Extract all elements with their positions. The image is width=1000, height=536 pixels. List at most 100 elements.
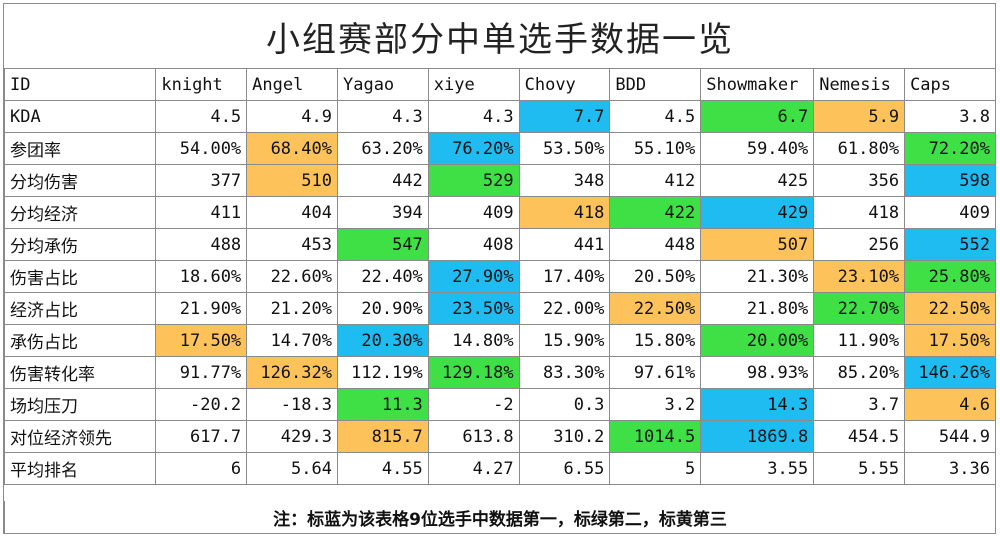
stat-cell: 408: [427, 228, 520, 261]
stat-cell: 613.8: [427, 420, 520, 453]
stat-cell: 4.55: [336, 452, 429, 485]
stat-cell: 23.10%: [813, 260, 906, 293]
stat-cell: 422: [609, 196, 702, 229]
table-row: 场均压刀 -20.2 -18.3 11.3 -2 0.3 3.2 14.3 3.7 4.6: [3, 388, 996, 421]
stat-cell: 83.30%: [518, 356, 611, 389]
stat-cell: 146.26%: [904, 356, 996, 389]
stat-cell: 425: [700, 164, 815, 197]
table-row: 分均承伤 488 453 547 408 441 448 507 256 552: [3, 228, 996, 261]
stat-cell: 22.60%: [246, 260, 338, 293]
header-player-cell: Caps: [904, 68, 996, 101]
stat-cell: 1869.8: [700, 420, 815, 453]
stat-cell: 412: [609, 164, 702, 197]
stat-cell: 54.00%: [155, 132, 248, 165]
stat-cell: 15.80%: [609, 324, 702, 357]
stat-cell: 3.55: [700, 452, 815, 485]
stat-cell: 15.90%: [518, 324, 611, 357]
stat-cell: 454.5: [813, 420, 906, 453]
stat-cell: 14.80%: [427, 324, 520, 357]
stat-cell: 4.5: [155, 100, 248, 133]
stat-cell: 98.93%: [700, 356, 815, 389]
stat-cell: 429.3: [246, 420, 338, 453]
stat-cell: -18.3: [246, 388, 338, 421]
stat-cell: 0.3: [518, 388, 611, 421]
sheet-title: 小组赛部分中单选手数据一览: [266, 19, 734, 60]
stat-cell: 20.90%: [336, 292, 429, 325]
stat-cell: 97.61%: [609, 356, 702, 389]
stat-cell: 21.80%: [700, 292, 815, 325]
stat-cell: 5.55: [813, 452, 906, 485]
stat-cell: 14.70%: [246, 324, 338, 357]
stat-cell: 6.55: [518, 452, 611, 485]
stat-cell: 453: [246, 228, 338, 261]
row-label: 分均伤害: [3, 164, 157, 197]
header-player-cell: Chovy: [518, 68, 611, 101]
stat-cell: -2: [427, 388, 520, 421]
stat-cell: 507: [700, 228, 815, 261]
row-label: 对位经济领先: [3, 420, 157, 453]
table-row: 分均伤害 377 510 442 529 348 412 425 356 598: [3, 164, 996, 197]
stat-cell: 448: [609, 228, 702, 261]
stat-cell: 418: [813, 196, 906, 229]
stat-cell: 27.90%: [427, 260, 520, 293]
stat-cell: 20.30%: [336, 324, 429, 357]
row-label: 场均压刀: [3, 388, 157, 421]
stat-cell: 112.19%: [336, 356, 429, 389]
stat-cell: 76.20%: [427, 132, 520, 165]
stat-cell: 3.36: [904, 452, 996, 485]
stat-cell: 394: [336, 196, 429, 229]
stat-cell: 63.20%: [336, 132, 429, 165]
row-label: 分均承伤: [3, 228, 157, 261]
stat-cell: 6: [155, 452, 248, 485]
stat-cell: 5.64: [246, 452, 338, 485]
stat-cell: 348: [518, 164, 611, 197]
row-label: 参团率: [3, 132, 157, 165]
stat-cell: 4.9: [246, 100, 338, 133]
stat-cell: 510: [246, 164, 338, 197]
stat-cell: 17.50%: [155, 324, 248, 357]
stat-cell: 4.5: [609, 100, 702, 133]
stat-cell: 409: [427, 196, 520, 229]
stat-cell: 25.80%: [904, 260, 996, 293]
row-label: 承伤占比: [3, 324, 157, 357]
stat-cell: 20.50%: [609, 260, 702, 293]
stat-cell: 4.3: [336, 100, 429, 133]
stat-cell: 411: [155, 196, 248, 229]
table-row: 经济占比 21.90% 21.20% 20.90% 23.50% 22.00% 22.50%…: [3, 292, 996, 325]
stat-cell: 404: [246, 196, 338, 229]
stat-cell: 418: [518, 196, 611, 229]
stat-cell: 441: [518, 228, 611, 261]
stat-cell: 126.32%: [246, 356, 338, 389]
stat-cell: 68.40%: [246, 132, 338, 165]
stat-cell: 547: [336, 228, 429, 261]
stat-cell: 21.20%: [246, 292, 338, 325]
stat-cell: 59.40%: [700, 132, 815, 165]
stat-cell: 552: [904, 228, 996, 261]
row-label: 平均排名: [3, 452, 157, 485]
header-player-cell: BDD: [609, 68, 702, 101]
row-label: 伤害转化率: [3, 356, 157, 389]
header-player-cell: knight: [155, 68, 248, 101]
stat-cell: 3.8: [904, 100, 996, 133]
stat-cell: 529: [427, 164, 520, 197]
stat-cell: 409: [904, 196, 996, 229]
table-row: 承伤占比 17.50% 14.70% 20.30% 14.80% 15.90% 15.80%…: [3, 324, 996, 357]
stat-cell: 20.00%: [700, 324, 815, 357]
stat-cell: 5: [609, 452, 702, 485]
stat-cell: 22.50%: [904, 292, 996, 325]
player-stats-table: ID knight Angel Yagao xiye Chovy BDD Showmaker N…: [3, 68, 996, 485]
stat-cell: 3.7: [813, 388, 906, 421]
table-row: 平均排名 6 5.64 4.55 4.27 6.55 5 3.55 5.55 3.36: [3, 452, 996, 485]
stat-cell: 11.90%: [813, 324, 906, 357]
table-row: 分均经济 411 404 394 409 418 422 429 418 409: [3, 196, 996, 229]
stat-cell: 6.7: [700, 100, 815, 133]
stat-cell: 72.20%: [904, 132, 996, 165]
stat-cell: 4.6: [904, 388, 996, 421]
stat-cell: 7.7: [518, 100, 611, 133]
stat-cell: 85.20%: [813, 356, 906, 389]
stat-cell: 429: [700, 196, 815, 229]
stat-cell: 21.90%: [155, 292, 248, 325]
legend-note: 注：标蓝为该表格9位选手中数据第一，标绿第二，标黄第三: [4, 501, 996, 534]
header-player-cell: xiye: [427, 68, 520, 101]
